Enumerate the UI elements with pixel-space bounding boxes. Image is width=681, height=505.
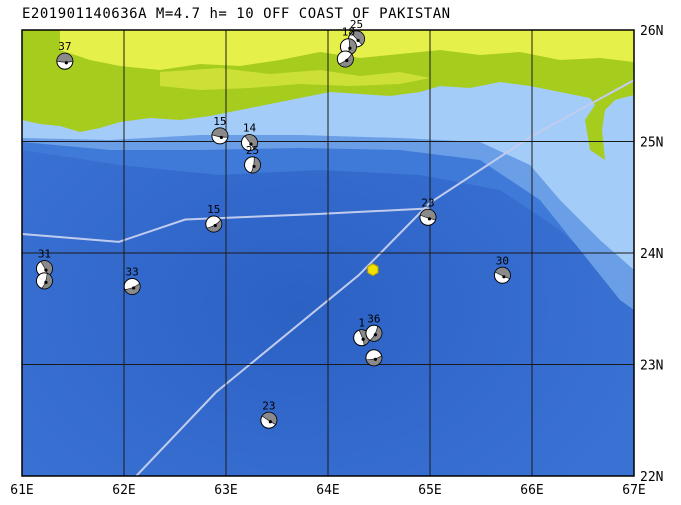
- highlands-ridge: [160, 68, 430, 90]
- latitude-label: 24N: [640, 247, 663, 262]
- event-label: 25: [350, 18, 363, 31]
- beachball-p-axis: [213, 223, 217, 228]
- beachball-compression: [211, 127, 229, 138]
- beachball-p-axis: [268, 420, 272, 424]
- focal-mechanism[interactable]: 37: [56, 40, 74, 70]
- latitude-label: 25N: [640, 136, 663, 151]
- plate-boundary-line-2: [135, 79, 634, 476]
- beachball-p-axis: [44, 268, 48, 272]
- beachball-p-axis: [249, 142, 253, 146]
- longitude-label: 63E: [214, 483, 237, 498]
- event-label: 14: [243, 122, 257, 135]
- longitude-label: 62E: [112, 483, 135, 498]
- event-label: 33: [126, 265, 139, 278]
- event-label: 15: [213, 115, 226, 128]
- beachball-compression: [347, 38, 357, 56]
- plate-boundary-line: [22, 207, 431, 243]
- beachball-p-axis: [356, 38, 360, 43]
- focal-mechanism[interactable]: 23: [260, 399, 278, 429]
- beachball-p-axis: [361, 337, 365, 341]
- beachball-compression: [56, 53, 74, 63]
- event-label: 23: [262, 399, 275, 412]
- beachball-p-axis: [132, 286, 136, 290]
- focal-mechanism[interactable]: 31: [35, 248, 53, 278]
- beachball-compression: [250, 156, 261, 174]
- longitude-label: 67E: [622, 483, 645, 498]
- longitude-labels: 61E 62E 63E 64E 65E 66E 67E: [10, 483, 645, 498]
- hexagon-icon[interactable]: [367, 263, 379, 277]
- beachball-p-axis: [373, 357, 377, 361]
- beachball-p-axis: [345, 58, 349, 63]
- latitude-label: 26N: [640, 24, 663, 39]
- event-label: 23: [421, 196, 434, 209]
- beachball-p-axis: [348, 46, 352, 50]
- focal-mechanism[interactable]: 30: [493, 254, 511, 284]
- beachball-p-axis: [252, 164, 256, 169]
- latitude-label: 23N: [640, 359, 663, 374]
- event-label: 36: [367, 312, 380, 325]
- focal-mechanism[interactable]: 25: [244, 144, 262, 174]
- beachball-p-axis: [219, 135, 223, 140]
- beachball-p-axis: [502, 275, 506, 279]
- beachball-p-axis: [427, 217, 432, 221]
- latitude-label: 22N: [640, 470, 663, 485]
- longitude-label: 61E: [10, 483, 33, 498]
- focal-mechanism[interactable]: [336, 50, 354, 68]
- beachball-p-axis: [64, 61, 68, 65]
- latitude-labels: 26N 25N 24N 23N 22N: [640, 24, 663, 485]
- beachball-p-axis: [44, 280, 48, 284]
- focal-mechanism[interactable]: [35, 272, 53, 290]
- focal-mechanism[interactable]: 33: [123, 265, 141, 295]
- event-label: 30: [496, 254, 509, 267]
- beachball-compression: [41, 272, 53, 290]
- event-label: 31: [38, 248, 51, 261]
- focal-mechanism[interactable]: 23: [419, 196, 437, 226]
- event-label: 1: [358, 317, 365, 330]
- event-label: 25: [246, 144, 259, 157]
- beachball-p-axis: [373, 333, 377, 337]
- map-frame: [21, 29, 635, 477]
- focal-mechanism[interactable]: 15: [205, 203, 223, 233]
- map-title: E201901140636A M=4.7 h= 10 OFF COAST OF …: [22, 6, 451, 22]
- focal-mechanism[interactable]: 14: [240, 122, 258, 152]
- focal-mechanism[interactable]: 36: [365, 312, 383, 342]
- beachball-compression: [419, 209, 437, 220]
- event-label: 15: [207, 203, 220, 216]
- longitude-label: 66E: [520, 483, 543, 498]
- focal-mechanism[interactable]: [365, 349, 383, 367]
- longitude-label: 65E: [418, 483, 441, 498]
- longitude-label: 64E: [316, 483, 339, 498]
- event-label: 37: [58, 40, 71, 53]
- beachball-compression: [365, 355, 383, 366]
- event-label: 18: [342, 26, 355, 39]
- focal-mechanism[interactable]: 15: [211, 115, 229, 145]
